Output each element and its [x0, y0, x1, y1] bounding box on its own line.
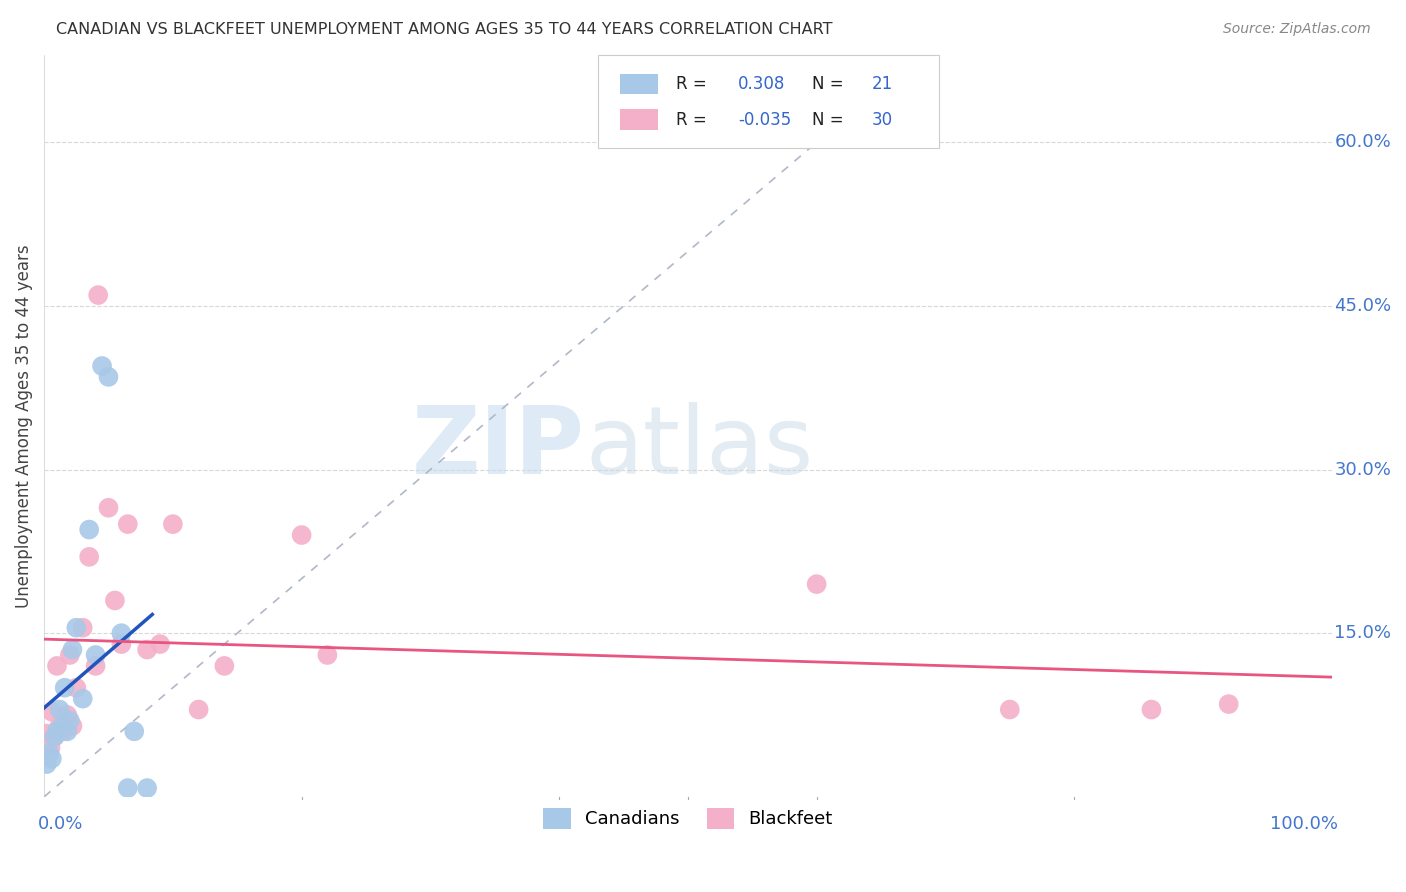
Point	[65, 681, 87, 695]
Text: atlas: atlas	[585, 402, 813, 494]
Text: 0.308: 0.308	[738, 75, 786, 93]
Point	[122, 724, 145, 739]
Point	[72, 621, 94, 635]
Text: 30.0%: 30.0%	[1334, 460, 1391, 479]
Point	[136, 780, 159, 795]
Text: N =: N =	[811, 75, 848, 93]
Point	[117, 780, 139, 795]
Point	[46, 724, 69, 739]
Point	[59, 714, 82, 728]
Point	[117, 517, 139, 532]
Point	[110, 626, 132, 640]
Point	[38, 746, 60, 760]
FancyBboxPatch shape	[620, 110, 658, 130]
Point	[149, 637, 172, 651]
Point	[52, 724, 75, 739]
Point	[806, 577, 828, 591]
Text: -0.035: -0.035	[738, 111, 792, 128]
Point	[59, 648, 82, 662]
Text: N =: N =	[811, 111, 848, 128]
Text: R =: R =	[676, 111, 713, 128]
Text: 60.0%: 60.0%	[1334, 134, 1391, 152]
Point	[998, 702, 1021, 716]
Y-axis label: Unemployment Among Ages 35 to 44 years: Unemployment Among Ages 35 to 44 years	[15, 244, 32, 607]
Point	[35, 757, 58, 772]
Point	[91, 359, 114, 373]
Point	[97, 500, 120, 515]
Point	[48, 719, 70, 733]
Point	[65, 621, 87, 635]
Point	[56, 708, 79, 723]
Point	[1218, 697, 1240, 711]
Point	[84, 648, 107, 662]
FancyBboxPatch shape	[598, 55, 939, 148]
Text: 100.0%: 100.0%	[1270, 815, 1339, 833]
Text: Source: ZipAtlas.com: Source: ZipAtlas.com	[1223, 22, 1371, 37]
Text: 30: 30	[872, 111, 893, 128]
Text: 45.0%: 45.0%	[1334, 297, 1392, 315]
Point	[77, 523, 100, 537]
Point	[1140, 702, 1163, 716]
Point	[97, 370, 120, 384]
Point	[39, 740, 62, 755]
Point	[77, 549, 100, 564]
Text: 0.0%: 0.0%	[38, 815, 83, 833]
Text: 21: 21	[872, 75, 893, 93]
Point	[162, 517, 184, 532]
Point	[104, 593, 127, 607]
Text: 15.0%: 15.0%	[1334, 624, 1392, 642]
Point	[62, 719, 84, 733]
Point	[291, 528, 314, 542]
Point	[48, 702, 70, 716]
Point	[136, 642, 159, 657]
Text: R =: R =	[676, 75, 713, 93]
Point	[56, 724, 79, 739]
Point	[72, 691, 94, 706]
Point	[87, 288, 110, 302]
Point	[41, 751, 63, 765]
Point	[53, 681, 76, 695]
Point	[62, 642, 84, 657]
Legend: Canadians, Blackfeet: Canadians, Blackfeet	[536, 801, 839, 836]
Point	[44, 730, 66, 744]
Point	[41, 705, 63, 719]
Text: ZIP: ZIP	[412, 402, 585, 494]
Point	[214, 659, 236, 673]
Point	[46, 659, 69, 673]
Point	[44, 730, 66, 744]
Point	[110, 637, 132, 651]
Point	[187, 702, 209, 716]
Point	[51, 719, 73, 733]
FancyBboxPatch shape	[620, 74, 658, 95]
Point	[316, 648, 339, 662]
Text: CANADIAN VS BLACKFEET UNEMPLOYMENT AMONG AGES 35 TO 44 YEARS CORRELATION CHART: CANADIAN VS BLACKFEET UNEMPLOYMENT AMONG…	[56, 22, 832, 37]
Point	[84, 659, 107, 673]
Point	[35, 726, 58, 740]
